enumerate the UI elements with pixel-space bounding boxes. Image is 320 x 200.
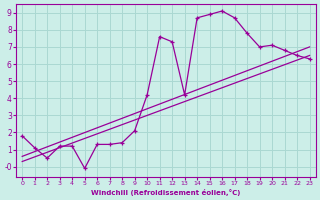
X-axis label: Windchill (Refroidissement éolien,°C): Windchill (Refroidissement éolien,°C) [91,189,241,196]
